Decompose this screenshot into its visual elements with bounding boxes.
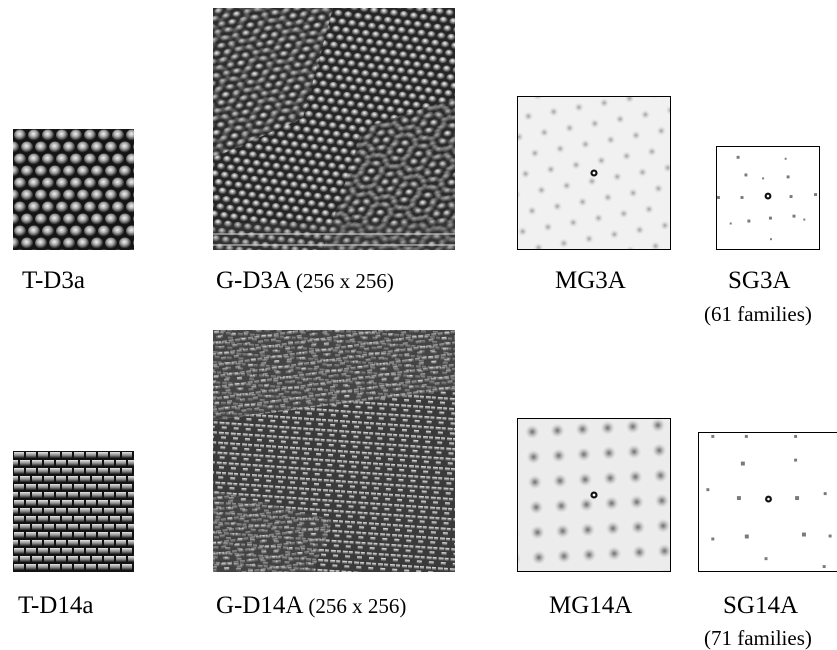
generated-label-g-d14a: G-D14A (256 x 256) xyxy=(216,593,406,618)
sample-families-sg3a: (61 families) xyxy=(704,302,812,326)
generated-name-g-d14a: G-D14A xyxy=(216,592,303,619)
model-image-mg3a xyxy=(517,96,671,250)
generated-label-g-d3a: G-D3A (256 x 256) xyxy=(216,268,394,293)
generated-size-g-d3a: (256 x 256) xyxy=(295,269,394,293)
model-label-mg3a: MG3A xyxy=(555,267,626,294)
sample-label-sg3a: SG3A xyxy=(728,267,791,294)
sample-image-sg14a xyxy=(698,432,837,572)
texture-label-t-d14a: T-D14a xyxy=(18,592,94,619)
generated-size-g-d14a: (256 x 256) xyxy=(308,594,407,618)
generated-image-g-d3a xyxy=(213,8,455,250)
texture-image-t-d3a xyxy=(13,129,134,250)
texture-image-t-d14a xyxy=(13,451,134,572)
model-label-mg14a: MG14A xyxy=(549,592,633,619)
generated-name-g-d3a: G-D3A xyxy=(216,267,290,294)
generated-image-g-d14a xyxy=(213,330,455,572)
sample-image-sg3a xyxy=(716,146,820,250)
model-image-mg14a xyxy=(517,418,671,572)
sample-label-sg14a: SG14A xyxy=(723,592,799,619)
texture-label-t-d3a: T-D3a xyxy=(22,267,85,294)
sample-families-sg14a: (71 families) xyxy=(704,626,812,650)
